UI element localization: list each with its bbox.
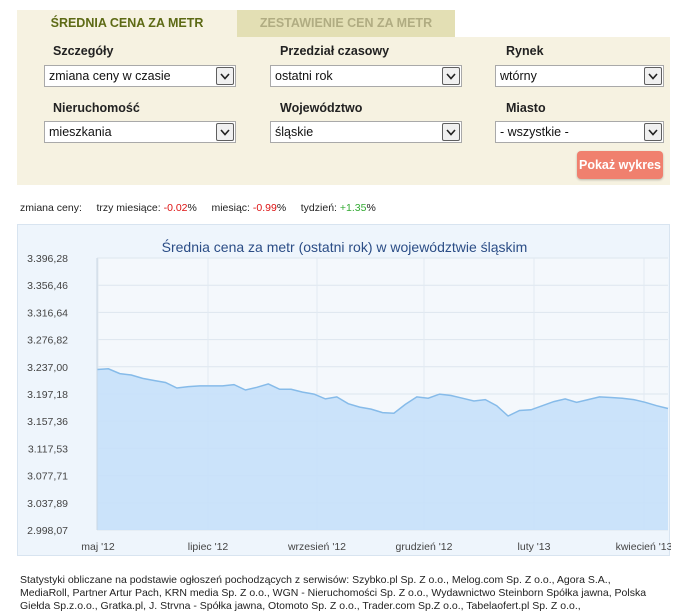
przedzial-value: ostatni rok [275, 69, 333, 83]
month-label: miesiąc: [211, 202, 250, 214]
wojewodztwo-label: Województwo [280, 101, 363, 115]
chevron-down-icon[interactable] [216, 67, 234, 85]
szczegoly-label: Szczegóły [53, 44, 114, 58]
rynek-value: wtórny [500, 69, 537, 83]
week-label: tydzień: [300, 202, 337, 214]
y-tick-label: 3.276,82 [27, 335, 68, 347]
szczegoly-select[interactable]: zmiana ceny w czasie [44, 65, 236, 87]
przedzial-label: Przedział czasowy [280, 44, 390, 58]
y-tick-label: 3.117,53 [28, 443, 68, 455]
y-tick-label: 3.237,00 [27, 362, 68, 374]
week-value: +1.35 [339, 202, 367, 214]
nieruchomosc-label: Nieruchomość [53, 101, 140, 115]
przedzial-select[interactable]: ostatni rok [270, 65, 462, 87]
x-tick-label: wrzesień '12 [287, 541, 346, 553]
three-months-label: trzy miesiące: [96, 202, 161, 214]
rynek-select[interactable]: wtórny [495, 65, 664, 87]
price-change-summary: zmiana ceny: trzy miesiące: -0.02% miesi… [20, 202, 376, 214]
chevron-down-icon[interactable] [216, 123, 234, 141]
percent-sign: % [187, 202, 197, 214]
data-sources-note: Statystyki obliczane na podstawie ogłosz… [20, 574, 647, 612]
wojewodztwo-value: śląskie [275, 125, 314, 139]
y-tick-label: 3.077,71 [27, 471, 68, 483]
chevron-down-icon[interactable] [644, 67, 662, 85]
percent-sign: % [366, 202, 376, 214]
szczegoly-value: zmiana ceny w czasie [49, 69, 171, 83]
filter-panel: Szczegóły Przedział czasowy Rynek zmiana… [17, 37, 670, 185]
y-tick-label: 2.998,07 [27, 525, 68, 537]
miasto-label: Miasto [506, 101, 546, 115]
y-tick-label: 3.356,46 [27, 280, 68, 292]
y-tick-label: 3.197,18 [27, 389, 68, 401]
month-value: -0.99 [252, 202, 277, 214]
series-line [96, 368, 669, 417]
y-tick-label: 3.396,28 [27, 253, 68, 265]
series-area [97, 368, 668, 530]
change-label: zmiana ceny: [20, 202, 82, 214]
chart-title: Średnia cena za metr (ostatni rok) w woj… [161, 239, 528, 255]
x-tick-label: luty '13 [518, 541, 551, 553]
x-tick-label: grudzień '12 [396, 541, 453, 553]
chevron-down-icon[interactable] [442, 67, 460, 85]
tab-bar: ŚREDNIA CENA ZA METR ZESTAWIENIE CEN ZA … [17, 10, 455, 37]
chevron-down-icon[interactable] [644, 123, 662, 141]
nieruchomosc-value: mieszkania [49, 125, 112, 139]
show-chart-button[interactable]: Pokaż wykres [577, 151, 663, 179]
price-chart: Średnia cena za metr (ostatni rok) w woj… [17, 224, 671, 556]
tab-price-comparison[interactable]: ZESTAWIENIE CEN ZA METR [237, 10, 455, 37]
tab-average-price[interactable]: ŚREDNIA CENA ZA METR [17, 10, 237, 37]
y-tick-label: 3.037,89 [27, 498, 68, 510]
miasto-select[interactable]: - wszystkie - [495, 121, 664, 143]
miasto-value: - wszystkie - [500, 125, 569, 139]
y-tick-label: 3.157,36 [27, 416, 68, 428]
rynek-label: Rynek [506, 44, 544, 58]
chevron-down-icon[interactable] [442, 123, 460, 141]
x-tick-label: lipiec '12 [188, 541, 229, 553]
three-months-value: -0.02 [163, 202, 188, 214]
y-tick-label: 3.316,64 [27, 307, 68, 319]
percent-sign: % [276, 202, 287, 214]
x-tick-label: kwiecień '13 [616, 541, 671, 553]
chart-plot: 3.396,28 3.356,46 3.316,64 3.276,82 3.237,00… [27, 253, 671, 553]
x-tick-label: maj '12 [81, 541, 115, 553]
wojewodztwo-select[interactable]: śląskie [270, 121, 462, 143]
nieruchomosc-select[interactable]: mieszkania [44, 121, 236, 143]
